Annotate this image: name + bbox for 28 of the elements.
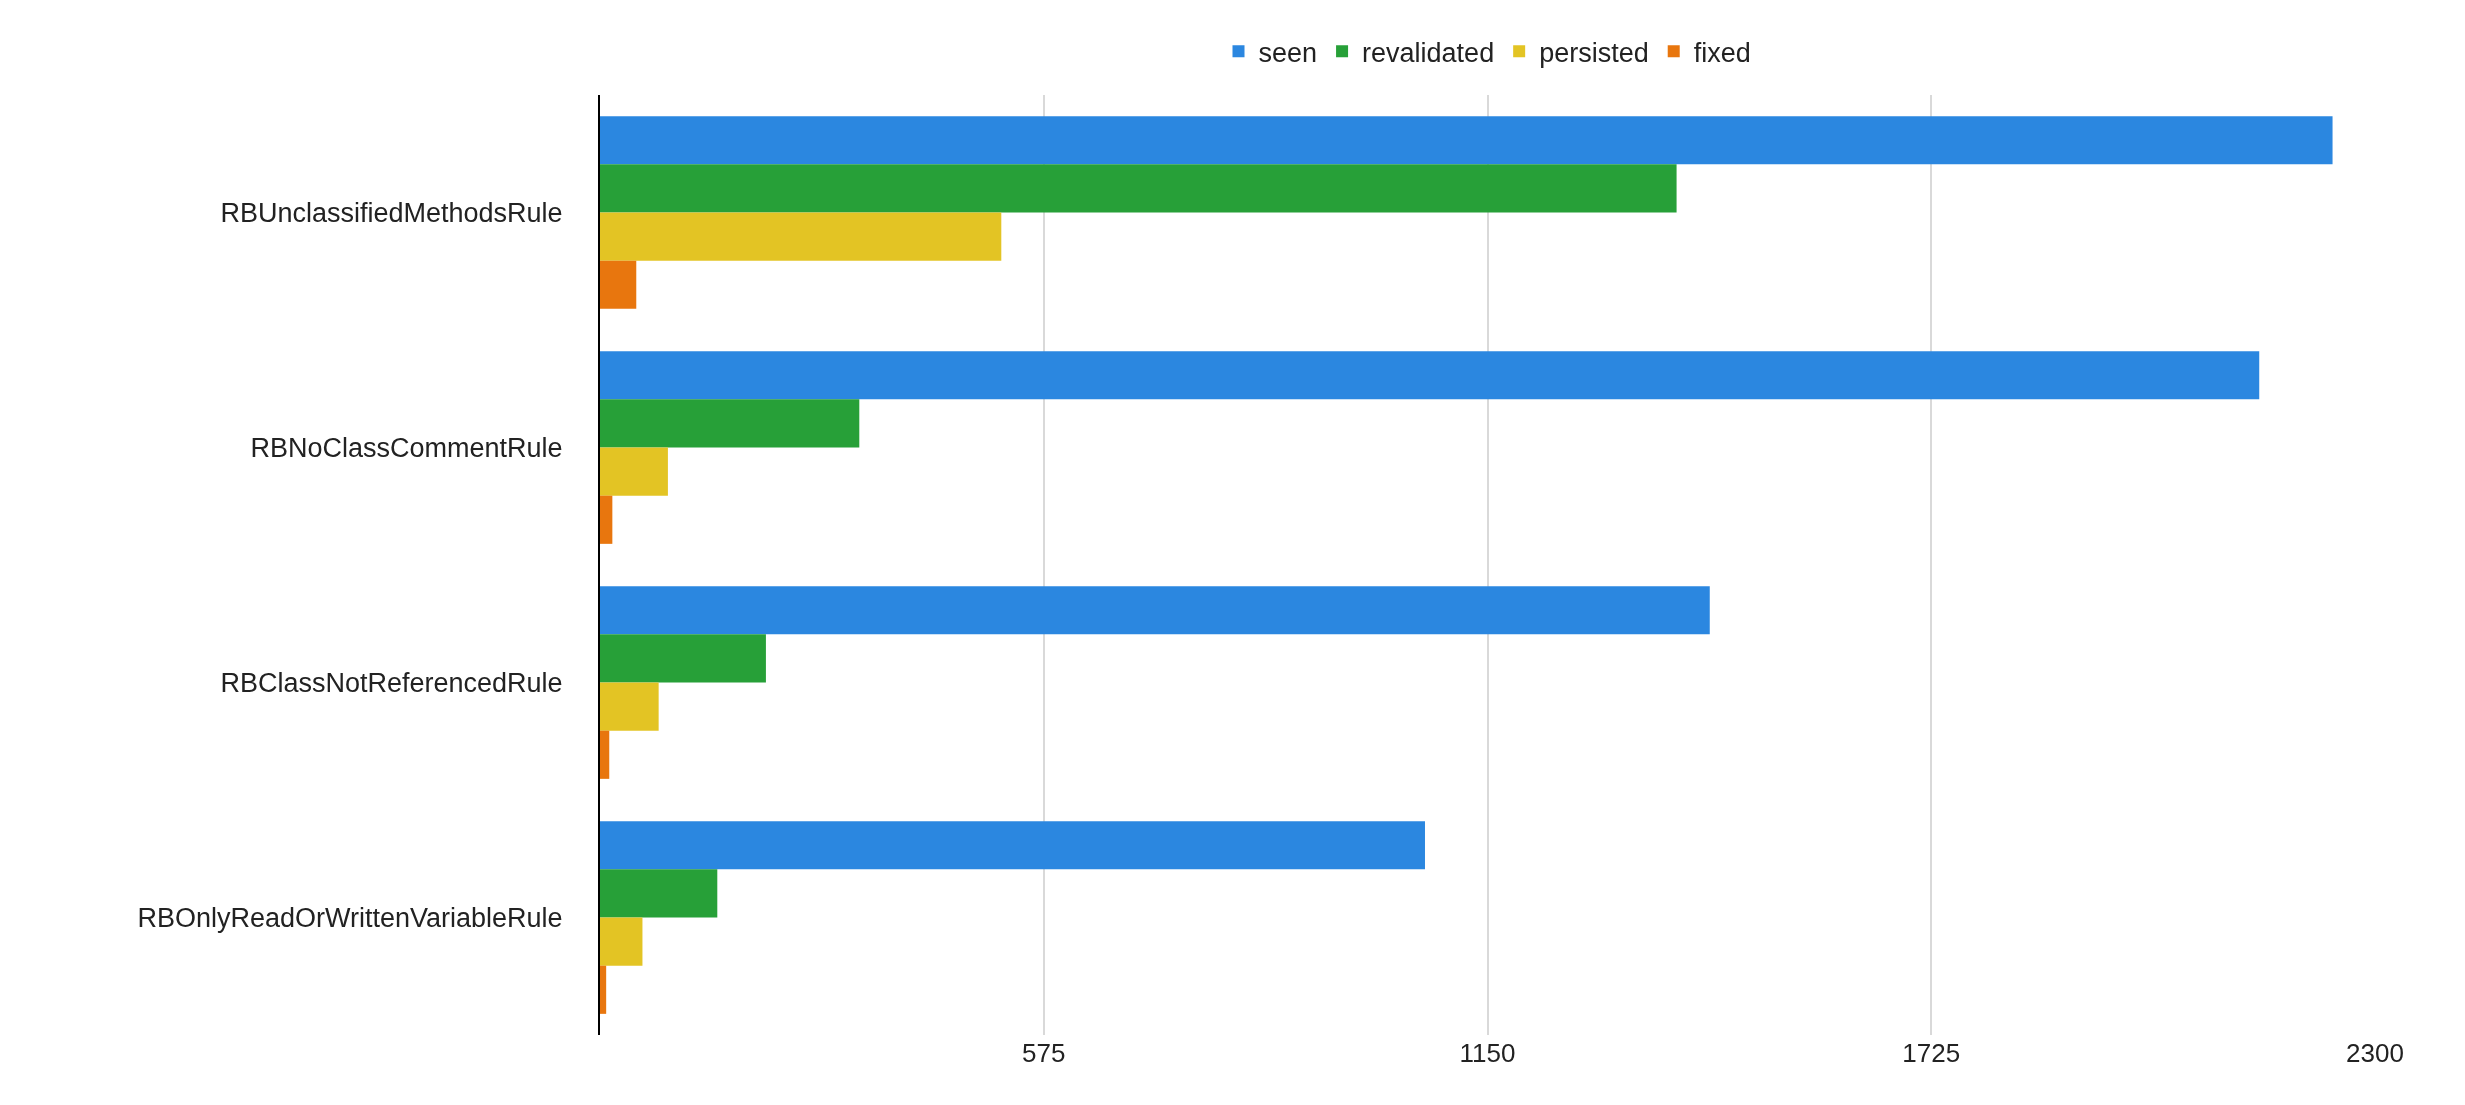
bar (600, 917, 643, 966)
legend-label: fixed (1693, 37, 1751, 68)
x-tick-label: 575 (1022, 1038, 1066, 1068)
bar (600, 495, 613, 544)
legend-label: seen (1258, 37, 1318, 68)
y-tick-label: RBClassNotReferencedRule (220, 667, 563, 698)
y-tick-label: RBOnlyReadOrWrittenVariableRule (137, 902, 563, 933)
bar (600, 965, 607, 1014)
y-tick-label: RBNoClassCommentRule (250, 432, 563, 463)
bar (600, 634, 766, 683)
bar (600, 682, 659, 731)
bar (600, 212, 1002, 261)
bar (600, 116, 2333, 165)
x-tick-label: 2300 (2346, 1038, 2404, 1068)
legend-label: persisted (1539, 37, 1649, 68)
x-tick-label: 1150 (1459, 1038, 1516, 1068)
y-tick-label: RBUnclassifiedMethodsRule (220, 197, 563, 228)
bar (600, 164, 1677, 213)
bar (600, 399, 860, 448)
bar (600, 447, 668, 496)
bar (600, 260, 637, 309)
bar (600, 730, 610, 779)
bar (600, 869, 718, 918)
x-tick-label: 1725 (1902, 1038, 1961, 1068)
bar (600, 821, 1425, 870)
bar (600, 351, 2260, 400)
legend-label: revalidated (1362, 37, 1495, 68)
bar (600, 586, 1710, 635)
